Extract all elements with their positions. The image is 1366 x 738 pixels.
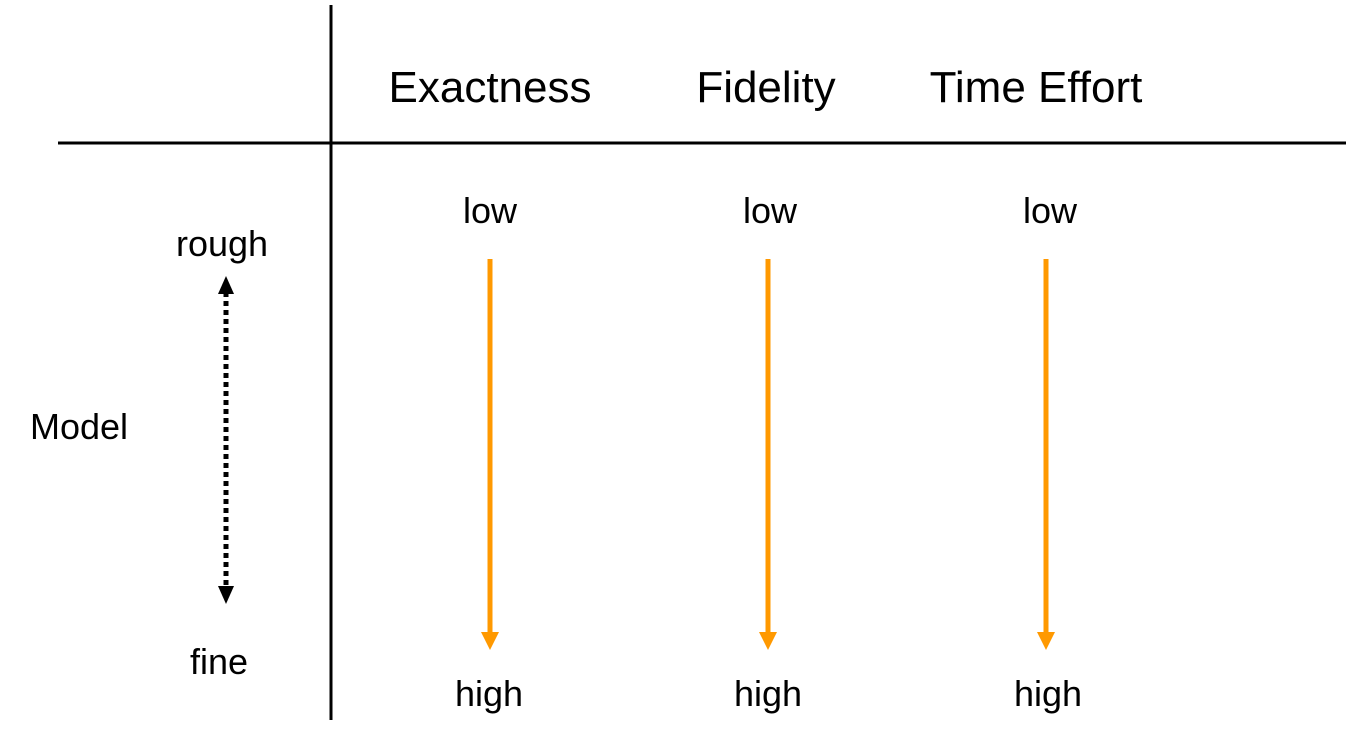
rough-fine-double-arrow: [218, 276, 234, 604]
scale-rough-label: rough: [176, 223, 269, 264]
time-effort-arrow: [1037, 259, 1055, 650]
scale-fine-label: fine: [190, 641, 249, 682]
fidelity-high-label: high: [733, 673, 803, 714]
time-effort-low-label: low: [1022, 190, 1078, 231]
exactness-high-label: high: [454, 673, 524, 714]
column-header-exactness: Exactness: [388, 63, 592, 112]
time-effort-high-label: high: [1013, 673, 1083, 714]
column-header-time-effort: Time Effort: [929, 63, 1143, 112]
row-label-model: Model: [30, 406, 129, 447]
exactness-low-label: low: [462, 190, 518, 231]
exactness-arrow: [481, 259, 499, 650]
fidelity-low-label: low: [742, 190, 798, 231]
fidelity-arrow: [759, 259, 777, 650]
column-header-fidelity: Fidelity: [696, 63, 836, 112]
